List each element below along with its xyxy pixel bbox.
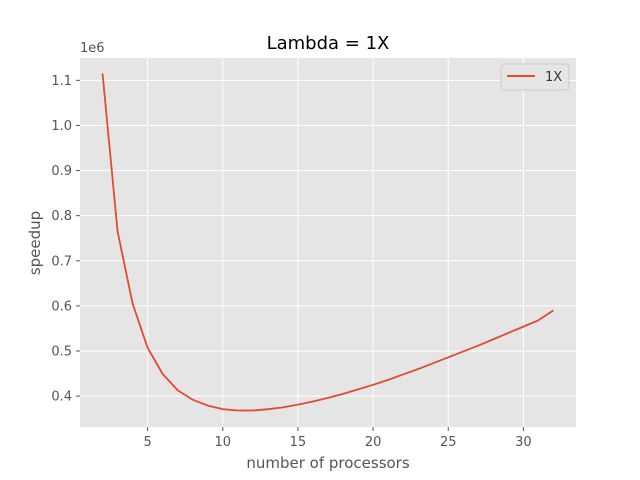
legend-label: 1X [545, 70, 562, 85]
y-tick-label: 0.6 [51, 299, 72, 314]
legend: 1X [500, 63, 570, 91]
chart-title: Lambda = 1X [267, 33, 390, 54]
x-axis-label: number of processors [246, 454, 410, 472]
x-tick-label: 30 [515, 435, 532, 450]
y-tick-label: 0.5 [51, 344, 72, 359]
y-tick-label: 0.7 [51, 254, 72, 269]
y-tick-label: 1.1 [51, 74, 72, 89]
ticks: 5 10 15 20 25 30 0.4 0.5 0.6 0.7 0.8 0.9 1.0 1.1 [51, 74, 531, 450]
y-tick-label: 0.4 [51, 390, 72, 405]
x-tick-label: 5 [143, 435, 151, 450]
x-tick-label: 10 [215, 435, 232, 450]
series-line-1X [101, 73, 554, 412]
x-tick-label: 15 [290, 435, 307, 450]
series-layer [101, 73, 554, 412]
y-tick-label: 0.9 [51, 164, 72, 179]
y-axis-label: speedup [26, 211, 44, 275]
x-tick-label: 25 [440, 435, 457, 450]
y-tick-label: 1.0 [51, 119, 72, 134]
plot-area [80, 58, 576, 427]
y-tick-label: 0.8 [51, 209, 72, 224]
y-axis-offset-text: 1e6 [80, 41, 105, 56]
x-tick-label: 20 [365, 435, 382, 450]
grid [80, 58, 576, 427]
